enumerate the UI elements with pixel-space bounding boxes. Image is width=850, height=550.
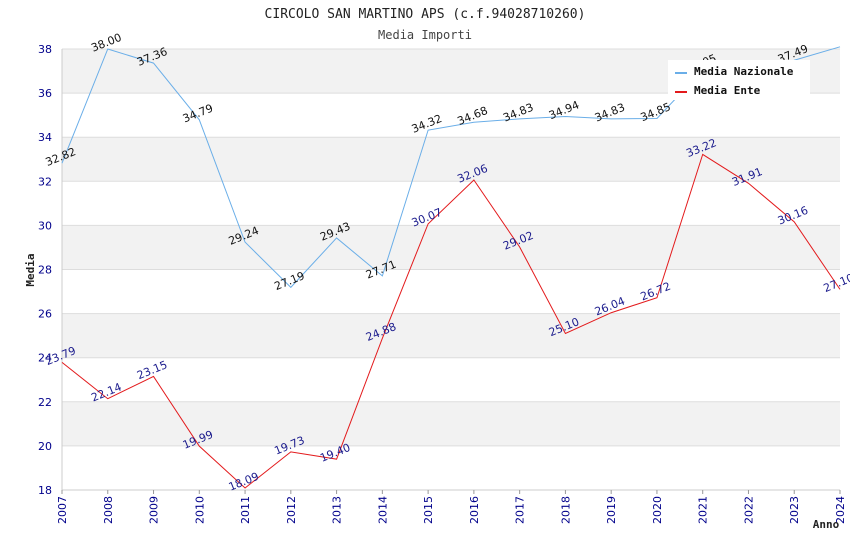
x-tick-label: 2012 — [285, 496, 298, 524]
x-axis-label: Anno — [813, 518, 840, 531]
x-tick-label: 2007 — [56, 496, 69, 524]
y-tick-label: 26 — [38, 308, 52, 321]
x-tick-label: 2019 — [605, 496, 618, 524]
legend-label-ente: Media Ente — [694, 84, 761, 97]
x-tick-label: 2015 — [422, 496, 435, 524]
x-tick-label: 2022 — [742, 496, 755, 524]
x-tick-label: 2024 — [834, 496, 847, 524]
y-axis-ticks: 18 20 22 24 26 28 30 32 34 36 38 — [38, 43, 52, 497]
y-tick-label: 28 — [38, 264, 52, 277]
y-tick-label: 22 — [38, 396, 52, 409]
y-tick-label: 30 — [38, 219, 52, 232]
y-tick-label: 18 — [38, 484, 52, 497]
axes — [61, 49, 840, 491]
x-tick-label: 2023 — [788, 496, 801, 524]
x-axis-ticks: 2007 2008 2009 2010 2011 2012 2013 2014 2015 2016… — [56, 490, 847, 524]
legend-label-nazionale: Media Nazionale — [694, 65, 794, 78]
x-tick-label: 2010 — [193, 496, 206, 524]
y-tick-label: 20 — [38, 440, 52, 453]
grid-band — [62, 313, 840, 358]
y-tick-label: 34 — [38, 131, 52, 144]
legend-box — [668, 60, 810, 100]
grid-band — [62, 225, 840, 270]
grid-band — [62, 137, 840, 182]
y-tick-label: 32 — [38, 175, 52, 188]
x-tick-label: 2017 — [514, 496, 527, 524]
grid-band — [62, 401, 840, 446]
x-tick-label: 2018 — [559, 496, 572, 524]
y-tick-label: 38 — [38, 43, 52, 56]
y-tick-label: 36 — [38, 87, 52, 100]
series-line-ente — [61, 153, 841, 489]
chart-subtitle: Media Importi — [378, 28, 472, 42]
x-tick-label: 2011 — [239, 496, 252, 524]
y-tick-label: 24 — [38, 352, 52, 365]
x-tick-label: 2013 — [331, 496, 344, 524]
y-axis-label: Media — [24, 253, 37, 286]
x-tick-label: 2021 — [697, 496, 710, 524]
x-tick-label: 2009 — [148, 496, 161, 524]
x-tick-label: 2014 — [376, 496, 389, 524]
x-tick-label: 2008 — [102, 496, 115, 524]
legend: Media Nazionale Media Ente — [668, 60, 810, 100]
x-tick-label: 2016 — [468, 496, 481, 524]
chart-title: CIRCOLO SAN MARTINO APS (c.f.94028710260… — [265, 7, 586, 22]
x-tick-label: 2020 — [651, 496, 664, 524]
